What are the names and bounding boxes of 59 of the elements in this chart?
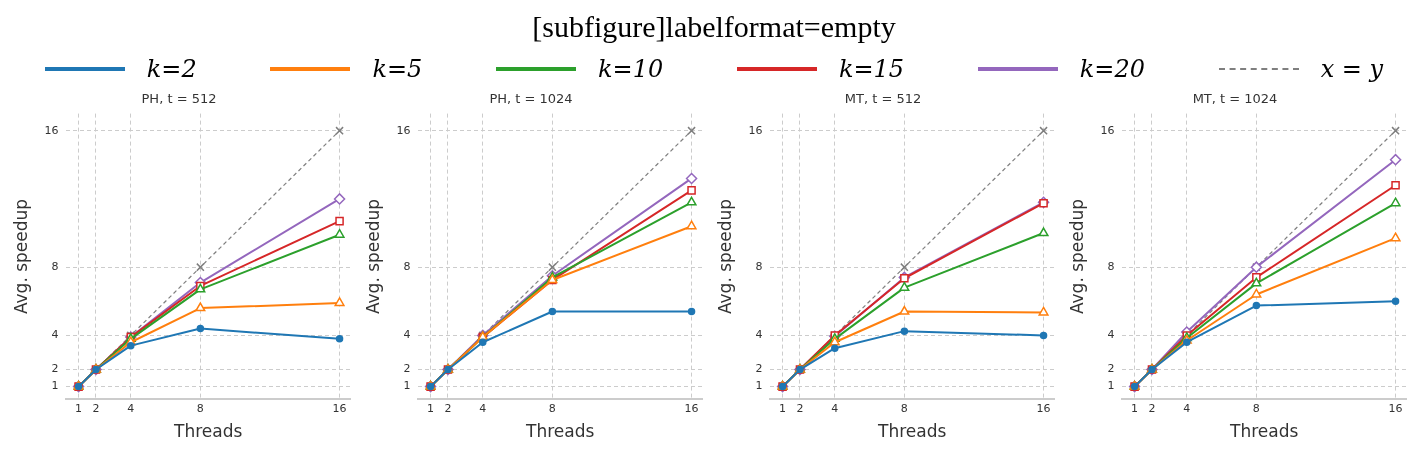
x-tick-label: 1 bbox=[75, 401, 83, 415]
x-axis-title: Threads bbox=[173, 421, 243, 442]
x-tick-label: 16 bbox=[332, 401, 347, 415]
chart-title: PH, t = 512 bbox=[141, 91, 217, 107]
chart-title: MT, t = 512 bbox=[844, 91, 922, 107]
x-tick-label: 8 bbox=[1252, 401, 1260, 415]
y-tick-label: 2 bbox=[755, 362, 763, 376]
legend-label: k=20 bbox=[1079, 55, 1145, 83]
legend-label: k=15 bbox=[838, 55, 905, 83]
legend-label: k=2 bbox=[146, 55, 197, 83]
x-tick-label: 16 bbox=[1036, 401, 1051, 415]
y-tick-label: 4 bbox=[755, 328, 763, 342]
x-tick-label: 1 bbox=[779, 401, 787, 415]
y-tick-label: 1 bbox=[1107, 379, 1115, 393]
x-tick-label: 2 bbox=[796, 401, 804, 415]
y-tick-label: 2 bbox=[51, 362, 59, 376]
y-tick-label: 8 bbox=[51, 260, 59, 274]
y-tick-label: 1 bbox=[51, 379, 59, 393]
y-tick-label: 8 bbox=[403, 260, 411, 274]
y-tick-label: 2 bbox=[403, 362, 411, 376]
legend-label: k=10 bbox=[598, 55, 664, 83]
x-tick-label: 8 bbox=[900, 401, 908, 415]
x-tick-label: 2 bbox=[92, 401, 100, 415]
y-tick-label: 1 bbox=[403, 379, 411, 393]
x-tick-label: 4 bbox=[127, 401, 135, 415]
x-tick-label: 2 bbox=[1148, 401, 1156, 415]
legend-label: k=5 bbox=[372, 55, 423, 83]
y-tick-label: 16 bbox=[1100, 123, 1115, 137]
y-axis-title: Avg. speedup bbox=[362, 198, 383, 315]
y-tick-label: 16 bbox=[44, 123, 59, 137]
chart-title: MT, t = 1024 bbox=[1192, 91, 1278, 107]
y-axis-title: Avg. speedup bbox=[10, 198, 31, 315]
legend-label: x = y bbox=[1320, 55, 1384, 83]
x-tick-label: 2 bbox=[444, 401, 452, 415]
y-axis-title: Avg. speedup bbox=[1066, 198, 1087, 315]
y-tick-label: 8 bbox=[755, 260, 763, 274]
y-tick-label: 4 bbox=[403, 328, 411, 342]
x-tick-label: 8 bbox=[548, 401, 556, 415]
x-tick-label: 4 bbox=[1183, 401, 1191, 415]
x-axis-title: Threads bbox=[1229, 421, 1299, 442]
x-tick-label: 16 bbox=[684, 401, 699, 415]
y-tick-label: 16 bbox=[396, 123, 411, 137]
x-tick-label: 1 bbox=[427, 401, 435, 415]
x-tick-label: 16 bbox=[1388, 401, 1403, 415]
x-tick-label: 4 bbox=[479, 401, 487, 415]
x-tick-label: 8 bbox=[196, 401, 204, 415]
y-tick-label: 8 bbox=[1107, 260, 1115, 274]
x-axis-title: Threads bbox=[877, 421, 947, 442]
y-tick-label: 1 bbox=[755, 379, 763, 393]
y-tick-label: 4 bbox=[1107, 328, 1115, 342]
chart-title: PH, t = 1024 bbox=[489, 91, 573, 107]
y-axis-title: Avg. speedup bbox=[714, 198, 735, 315]
text: [subfigure]labelformat=empty bbox=[531, 9, 897, 45]
y-tick-label: 2 bbox=[1107, 362, 1115, 376]
x-tick-label: 1 bbox=[1131, 401, 1139, 415]
x-tick-label: 4 bbox=[831, 401, 839, 415]
x-axis-title: Threads bbox=[525, 421, 595, 442]
y-tick-label: 16 bbox=[748, 123, 763, 137]
y-tick-label: 4 bbox=[51, 328, 59, 342]
